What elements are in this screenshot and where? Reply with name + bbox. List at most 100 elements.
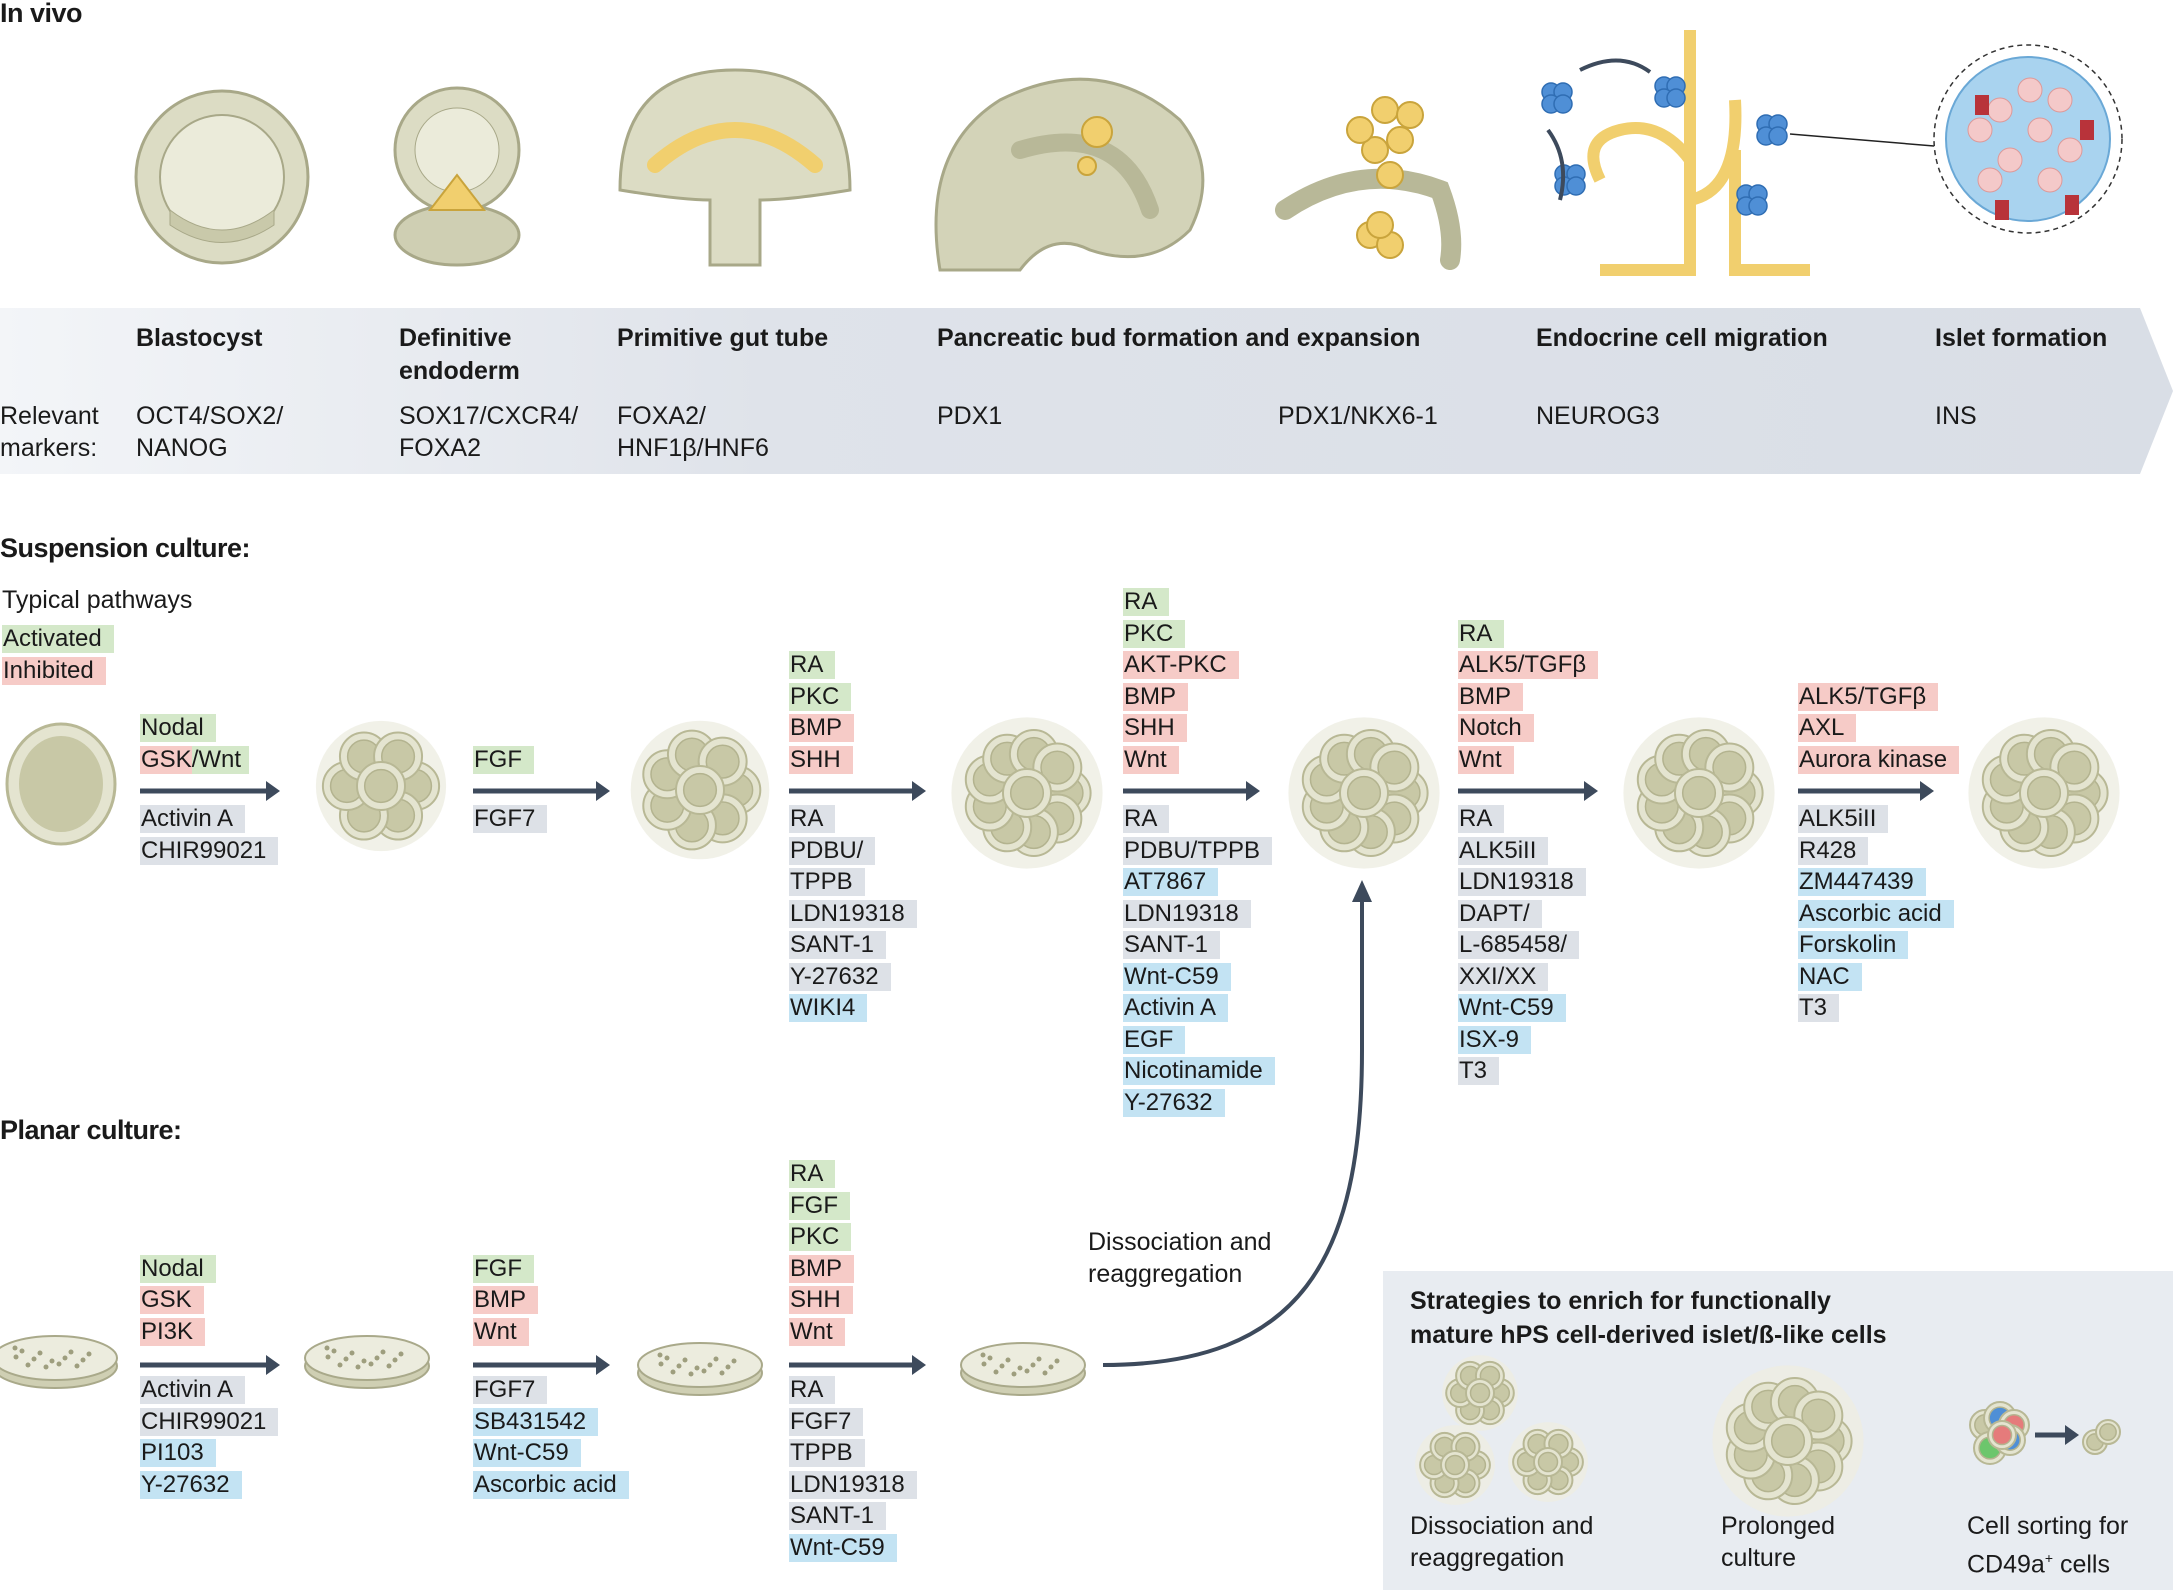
pathway-activated: /Wnt: [191, 745, 250, 774]
suspension-step-arrow-head: [912, 781, 926, 801]
transfer-label-line1: Dissociation and: [1088, 1228, 1272, 1256]
pathway-inhibited: GSK: [140, 1286, 204, 1314]
marker-name: CD49a: [1967, 1550, 2045, 1579]
transfer-label-line2: reaggregation: [1088, 1260, 1243, 1288]
pathway-inhibited: BMP: [473, 1286, 539, 1314]
pathway-inhibited: Notch: [1458, 714, 1534, 742]
marker-tail: cells: [2053, 1550, 2110, 1579]
pathway-inhibited: BMP: [1123, 682, 1189, 711]
pathway-activated: RA: [1123, 588, 1170, 616]
compound-compound: LDN19318: [1458, 868, 1586, 896]
stage-marker: HNF1β/HNF6: [617, 434, 769, 462]
pathway-activated: PKC: [789, 1223, 852, 1251]
reaggregation-arrow-head: [1352, 880, 1372, 902]
primitive-gut-tube-icon: [618, 68, 852, 267]
stage-marker: FOXA2: [399, 434, 481, 462]
suspension-step-arrow-head: [1584, 781, 1598, 801]
planar-step-arrow-head: [912, 1355, 926, 1375]
compound-compound: RA: [789, 1376, 836, 1404]
planar-step-arrow-head: [266, 1355, 280, 1375]
compound-compound: DAPT/: [1458, 899, 1542, 928]
compound-compound: R428: [1798, 836, 1869, 865]
legend-title: Typical pathways: [2, 586, 193, 614]
pathway-mixed: GSK/Wnt: [140, 745, 250, 774]
strategy-label-line1: Cell sorting for: [1967, 1512, 2129, 1540]
stage-marker: FOXA2/: [617, 402, 706, 430]
compound-compound: ALK5iII: [1458, 836, 1549, 865]
compound-compound: PDBU/: [789, 836, 876, 865]
compound-added: EGF: [1123, 1025, 1186, 1054]
pathway-inhibited: SHH: [789, 745, 853, 774]
planar-culture-title: Planar culture:: [0, 1115, 182, 1145]
strategy-label-line1: Dissociation and: [1410, 1512, 1594, 1540]
stage-marker: NANOG: [136, 434, 228, 462]
stage-timeline-band: [0, 308, 2173, 474]
legend-inhibited: Inhibited: [2, 657, 106, 685]
compound-compound: TPPB: [789, 868, 865, 896]
compound-compound: FGF7: [789, 1407, 864, 1436]
compound-compound: T3: [1458, 1057, 1500, 1085]
compound-compound: PDBU/TPPB: [1123, 836, 1273, 865]
stage-marker: INS: [1935, 402, 1977, 430]
stage-marker: PDX1: [937, 402, 1003, 430]
pathway-activated: PKC: [789, 682, 852, 711]
pathway-inhibited: Wnt: [1458, 745, 1514, 774]
pathway-activated: FGF: [473, 1254, 534, 1283]
compound-compound: FGF7: [473, 805, 548, 833]
compound-compound: SANT-1: [789, 1502, 887, 1530]
compound-compound: SANT-1: [789, 931, 887, 959]
pathway-inhibited: Aurora kinase: [1798, 745, 1960, 774]
pathway-activated: RA: [789, 1160, 836, 1188]
strategy-dissociation: Dissociation and reaggregation: [1410, 1510, 1593, 1574]
stage-name: Primitive gut tube: [617, 324, 829, 352]
compound-added: Ascorbic acid: [473, 1470, 629, 1499]
pathway-inhibited: BMP: [1458, 682, 1524, 711]
compound-added: Wnt-C59: [789, 1533, 897, 1562]
legend-activated: Activated: [2, 625, 114, 653]
compound-compound: ALK5iII: [1798, 805, 1889, 833]
compound-compound: TPPB: [789, 1439, 865, 1467]
strategies-title-line1: Strategies to enrich for functionally: [1410, 1287, 1831, 1315]
pathway-activated: FGF: [473, 745, 534, 774]
pathway-inhibited: ALK5/TGFβ: [1458, 651, 1599, 679]
stage-name: Definitive endoderm: [399, 324, 520, 385]
suspension-culture-title: Suspension culture:: [0, 533, 251, 563]
pathway-activated: Nodal: [140, 1254, 216, 1283]
embryo-icon: [934, 77, 1205, 272]
migration-arrow: [1579, 58, 1652, 74]
compound-added: Wnt-C59: [1123, 962, 1231, 991]
stage-name: Pancreatic bud formation and expansion: [937, 324, 1421, 352]
pathway-inhibited: SHH: [789, 1286, 853, 1314]
stage-name: Blastocyst: [136, 324, 263, 352]
compound-added: Ascorbic acid: [1798, 899, 1954, 928]
stage-name: Islet formation: [1935, 324, 2108, 352]
pathway-inhibited: AXL: [1798, 714, 1857, 742]
compound-compound: LDN19318: [1123, 899, 1251, 928]
strategy-prolonged-culture: Prolonged culture: [1721, 1510, 1835, 1574]
compound-compound: Activin A: [140, 805, 246, 833]
markers-label-line2: markers:: [0, 434, 98, 462]
pathway-activated: PKC: [1123, 619, 1186, 648]
compound-compound: CHIR99021: [140, 1407, 279, 1436]
compound-added: AT7867: [1123, 868, 1219, 896]
stage-marker: NEUROG3: [1536, 402, 1660, 430]
strategy-cell-sorting: Cell sorting for CD49a+ cells: [1967, 1510, 2128, 1580]
compound-compound: FGF7: [473, 1376, 548, 1404]
pathway-inhibited: PI3K: [140, 1317, 206, 1346]
strategies-title-line2: mature hPS cell-derived islet/ß-like cel…: [1410, 1321, 1887, 1349]
compound-compound: CHIR99021: [140, 836, 279, 865]
strategies-title: Strategies to enrich for functionally ma…: [1410, 1284, 1887, 1352]
strategy-label-line2: culture: [1721, 1544, 1797, 1572]
strategy-label-line2: CD49a+ cells: [1967, 1542, 2128, 1580]
compound-added: ISX-9: [1458, 1025, 1532, 1054]
reaggregation-arrow: [1102, 895, 1364, 1367]
compound-compound: LDN19318: [789, 1470, 917, 1499]
pathway-activated: RA: [789, 651, 836, 679]
pathway-inhibited: BMP: [789, 714, 855, 742]
compound-added: Wnt-C59: [1458, 994, 1566, 1022]
compound-compound: RA: [789, 805, 836, 833]
markers-label-line1: Relevant: [0, 402, 99, 430]
pathway-inhibited: ALK5/TGFβ: [1798, 682, 1939, 711]
strategy-label-line2: reaggregation: [1410, 1544, 1565, 1572]
